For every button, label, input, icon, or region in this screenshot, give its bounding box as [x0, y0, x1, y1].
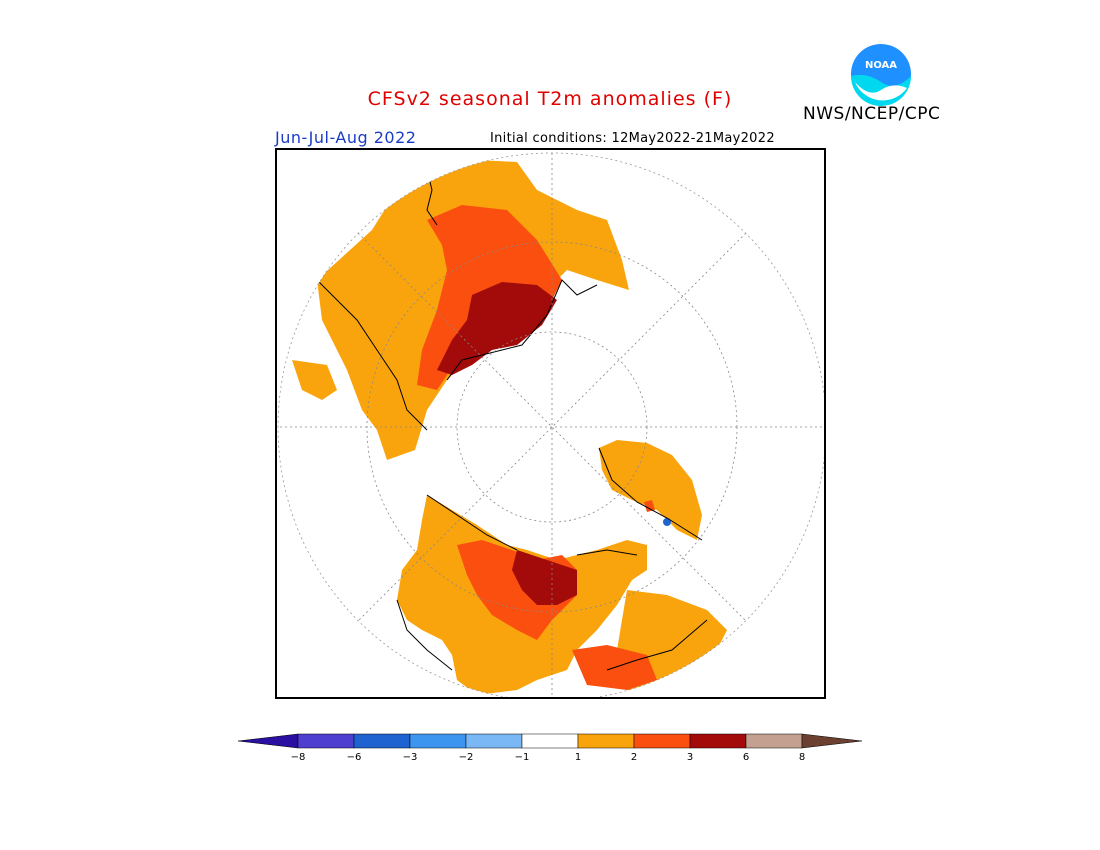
legend-swatch [521, 733, 579, 749]
anomaly-region-siberia-darkred [437, 282, 557, 375]
noaa-logo: NOAA [849, 42, 913, 110]
legend-tick: 2 [630, 752, 638, 763]
legend-arrow-low [237, 733, 299, 749]
legend-tick: −1 [514, 752, 530, 763]
legend-tick: −3 [402, 752, 418, 763]
legend-tick: 6 [742, 752, 750, 763]
anomaly-region-greenland-red [644, 500, 655, 512]
legend-swatch [353, 733, 411, 749]
color-legend [237, 730, 863, 756]
legend-swatch [465, 733, 523, 749]
anomaly-region-canada-darkred [512, 550, 577, 605]
graticule [280, 153, 824, 697]
polar-map [277, 152, 824, 697]
legend-tick: −2 [458, 752, 474, 763]
legend-swatch [577, 733, 635, 749]
legend-swatch [297, 733, 355, 749]
anomaly-region-west-europe [292, 360, 337, 400]
map-edge [277, 152, 824, 697]
legend-tick: −6 [346, 752, 362, 763]
legend-tick: 3 [686, 752, 694, 763]
anomaly-region-greenland [599, 440, 702, 540]
coastline [316, 169, 708, 671]
forecast-period: Jun-Jul-Aug 2022 [275, 128, 417, 147]
initial-conditions: Initial conditions: 12May2022-21May2022 [490, 131, 775, 146]
map-panel [275, 148, 826, 699]
legend-tick: −8 [290, 752, 306, 763]
anomaly-region-greenland-blue [663, 518, 671, 526]
logo-text: NOAA [865, 60, 897, 71]
legend-tick: 8 [798, 752, 806, 763]
agency-label: NWS/NCEP/CPC [803, 104, 941, 124]
legend-tick: 1 [574, 752, 582, 763]
legend-swatch [745, 733, 803, 749]
legend-arrow-high [801, 733, 863, 749]
legend-swatch [689, 733, 747, 749]
legend-swatch [409, 733, 467, 749]
map-title: CFSv2 seasonal T2m anomalies (F) [367, 88, 733, 110]
legend-swatch [633, 733, 691, 749]
